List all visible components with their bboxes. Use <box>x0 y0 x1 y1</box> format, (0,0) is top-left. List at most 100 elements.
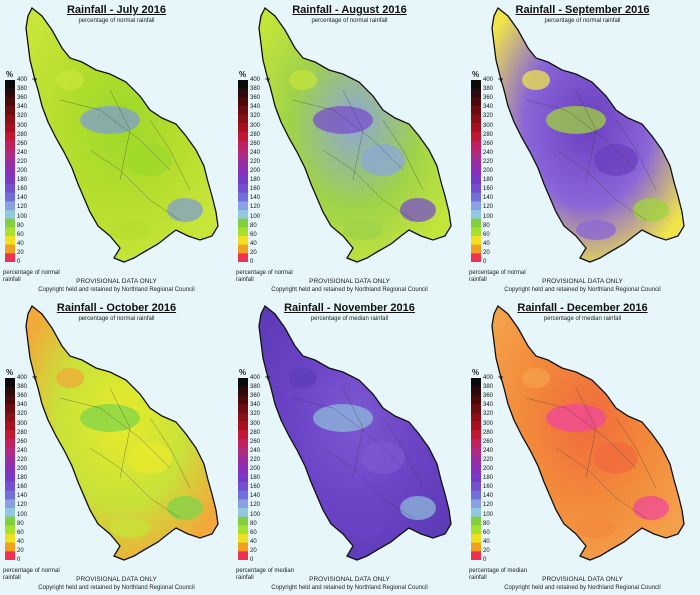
legend-color-swatch <box>5 482 15 492</box>
legend-tick-label: 220 <box>17 158 28 165</box>
legend-color-swatch <box>471 499 481 509</box>
legend-color-swatch <box>471 175 481 185</box>
legend-tick-label: 180 <box>17 475 28 482</box>
legend-color-swatch <box>471 88 481 98</box>
legend-color-swatch <box>5 175 15 185</box>
rainfall-panel: Rainfall - July 2016 percentage of norma… <box>0 0 233 297</box>
provisional-note: PROVISIONAL DATA ONLY <box>542 576 623 583</box>
legend-color-swatch <box>471 149 481 159</box>
legend-tick-label: 180 <box>250 177 261 184</box>
legend-color-swatch <box>238 97 248 107</box>
legend-color-swatch <box>238 378 248 388</box>
legend-tick-label: 220 <box>483 158 494 165</box>
legend-color-swatch <box>5 88 15 98</box>
legend-color-swatch <box>5 438 15 448</box>
legend-tick-label: 20 <box>483 547 490 554</box>
legend-tick-label: 160 <box>17 484 28 491</box>
legend-tick-label: 280 <box>17 131 28 138</box>
legend-tick-label: 120 <box>483 502 494 509</box>
legend-tick-label: 120 <box>250 204 261 211</box>
legend-note: percentage of normal rainfall <box>3 270 60 283</box>
legend-color-swatch <box>5 192 15 202</box>
legend-note: percentage of normal rainfall <box>236 270 293 283</box>
legend-color-swatch <box>471 106 481 116</box>
legend-tick-label: 340 <box>17 402 28 409</box>
legend-tick-label: 240 <box>17 447 28 454</box>
legend-tick-label: 240 <box>250 447 261 454</box>
legend-tick-label: 320 <box>17 411 28 418</box>
legend-color-swatch <box>5 236 15 246</box>
legend-tick-label: 80 <box>250 222 257 229</box>
legend-color-swatch <box>471 236 481 246</box>
legend-tick-label: 340 <box>17 104 28 111</box>
color-scale-legend: % + 400 380 360 340 320 300 280 260 240 220 200 180… <box>470 368 510 568</box>
legend-color-swatch <box>5 386 15 396</box>
rainfall-map <box>25 6 219 263</box>
legend-tick-label: 0 <box>17 557 21 563</box>
legend-tick-label: 360 <box>483 95 494 102</box>
legend-color-swatch <box>471 123 481 133</box>
panel-subtitle: percentage of median rainfall <box>543 316 622 322</box>
legend-tick-label: 0 <box>483 259 487 265</box>
legend-tick-label: 120 <box>17 204 28 211</box>
legend-tick-label: 260 <box>250 438 261 445</box>
legend-tick-label: 100 <box>483 511 494 518</box>
legend-color-swatch <box>238 404 248 414</box>
legend-color-swatch <box>5 551 15 560</box>
legend-tick-label: 20 <box>483 249 490 256</box>
panel-subtitle: percentage of normal rainfall <box>544 18 621 24</box>
legend-tick-label: 0 <box>250 259 254 265</box>
legend-color-swatch <box>238 464 248 474</box>
legend-color-swatch <box>5 508 15 518</box>
legend-color-swatch <box>238 88 248 98</box>
legend-color-swatch <box>238 551 248 560</box>
legend-tick-label: 400 <box>483 77 494 83</box>
legend-color-swatch <box>5 210 15 220</box>
legend-note: percentage of normal rainfall <box>469 270 526 283</box>
legend-color-swatch <box>238 490 248 500</box>
legend-tick-label: 40 <box>250 538 257 545</box>
legend-tick-label: 80 <box>483 520 490 527</box>
color-scale-legend: % + 400 380 360 340 320 300 280 260 240 220 200 180… <box>4 368 44 568</box>
legend-plus: + <box>265 372 271 382</box>
legend-tick-label: 380 <box>250 86 261 93</box>
legend-color-swatch <box>5 490 15 500</box>
legend-color-swatch <box>238 210 248 220</box>
legend-color-swatch <box>238 412 248 422</box>
legend-color-swatch <box>238 80 248 90</box>
legend-color-swatch <box>238 140 248 150</box>
legend-ticks: 400 380 360 340 320 300 280 260 240 220 200 180 160 1… <box>483 375 509 563</box>
legend-tick-label: 40 <box>483 538 490 545</box>
legend-tick-label: 140 <box>483 195 494 202</box>
rainfall-map <box>25 304 219 561</box>
legend-tick-label: 360 <box>17 393 28 400</box>
legend-color-swatch <box>471 421 481 431</box>
legend-color-swatch <box>238 201 248 211</box>
color-scale-legend: % + 400 380 360 340 320 300 280 260 240 220 200 180… <box>237 70 277 270</box>
legend-tick-label: 360 <box>250 393 261 400</box>
legend-tick-label: 340 <box>250 104 261 111</box>
legend-tick-label: 20 <box>250 547 257 554</box>
panel-title: Rainfall - December 2016 <box>517 302 648 314</box>
legend-tick-label: 240 <box>17 149 28 156</box>
legend-color-swatch <box>471 473 481 483</box>
legend-color-swatch <box>238 184 248 194</box>
legend-tick-label: 20 <box>17 249 24 256</box>
legend-color-swatch <box>471 244 481 254</box>
legend-color-swatch <box>471 140 481 150</box>
legend-color-swatch <box>471 447 481 457</box>
legend-tick-label: 300 <box>250 122 261 129</box>
rainfall-map <box>258 6 452 263</box>
legend-color-swatch <box>238 106 248 116</box>
legend-tick-label: 160 <box>483 484 494 491</box>
legend-tick-label: 0 <box>250 557 254 563</box>
legend-color-swatch <box>5 430 15 440</box>
legend-tick-label: 20 <box>17 547 24 554</box>
legend-tick-label: 180 <box>483 177 494 184</box>
legend-color-swatch <box>5 184 15 194</box>
legend-color-swatch <box>471 201 481 211</box>
legend-color-swatch <box>238 132 248 142</box>
color-scale-legend: % + 400 380 360 340 320 300 280 260 240 220 200 180… <box>4 70 44 270</box>
legend-tick-label: 100 <box>17 511 28 518</box>
legend-color-swatch <box>238 227 248 237</box>
